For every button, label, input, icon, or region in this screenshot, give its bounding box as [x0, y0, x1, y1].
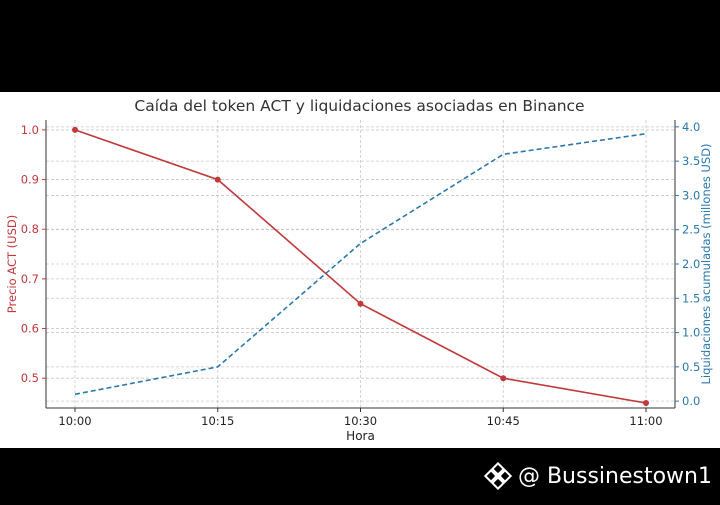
y-left-tick-label: 0.5: [21, 371, 39, 385]
price-point: [357, 300, 364, 307]
y-left-tick-label: 0.9: [21, 173, 39, 187]
y-right-tick-label: 4.0: [682, 120, 700, 134]
x-tick-label: 11:00: [629, 414, 662, 428]
y-right-tick-label: 3.5: [682, 154, 700, 168]
y-right-tick-label: 1.0: [682, 326, 700, 340]
price-point: [643, 400, 649, 407]
y-left-tick-label: 1.0: [21, 123, 39, 137]
watermark: @ Bussinestown1: [483, 462, 712, 490]
y-right-tick-label: 0.5: [682, 360, 700, 374]
binance-logo-icon: [483, 462, 512, 490]
y-left-tick-label: 0.7: [21, 272, 39, 286]
chart-title: Caída del token ACT y liquidaciones asoc…: [134, 97, 584, 115]
liquidations-line: [74, 132, 647, 396]
y-right-tick-label: 2.5: [682, 223, 700, 237]
y-right-tick-label: 1.5: [682, 291, 700, 305]
x-tick-label: 10:30: [344, 414, 377, 428]
y-right-axis-label: Liquidaciones acumuladas (millones USD): [699, 143, 713, 384]
watermark-text: @ Bussinestown1: [517, 463, 712, 489]
price-point: [500, 375, 507, 382]
x-tick-label: 10:00: [58, 414, 91, 428]
footer-bar: @ Bussinestown1: [0, 448, 720, 505]
x-axis-label: Hora: [346, 429, 375, 443]
y-right-tick-label: 0.0: [682, 394, 700, 408]
price-point: [72, 126, 78, 133]
chart-svg: 10:00 10:15 10:30 10:45 11:00 0.5 0.6 0.7 0.8 0.9…: [5, 97, 713, 443]
y-left-axis-label: Precio ACT (USD): [5, 215, 19, 313]
x-tick-label: 10:45: [487, 414, 520, 428]
y-right-tick-label: 2.0: [682, 257, 700, 271]
chart-panel: 10:00 10:15 10:30 10:45 11:00 0.5 0.6 0.7 0.8 0.9…: [0, 92, 720, 448]
y-left-tick-label: 0.6: [21, 322, 39, 336]
x-tick-label: 10:15: [201, 414, 234, 428]
y-left-tick-label: 0.8: [21, 222, 39, 236]
price-point: [214, 176, 221, 183]
y-right-tick-label: 3.0: [682, 188, 700, 202]
